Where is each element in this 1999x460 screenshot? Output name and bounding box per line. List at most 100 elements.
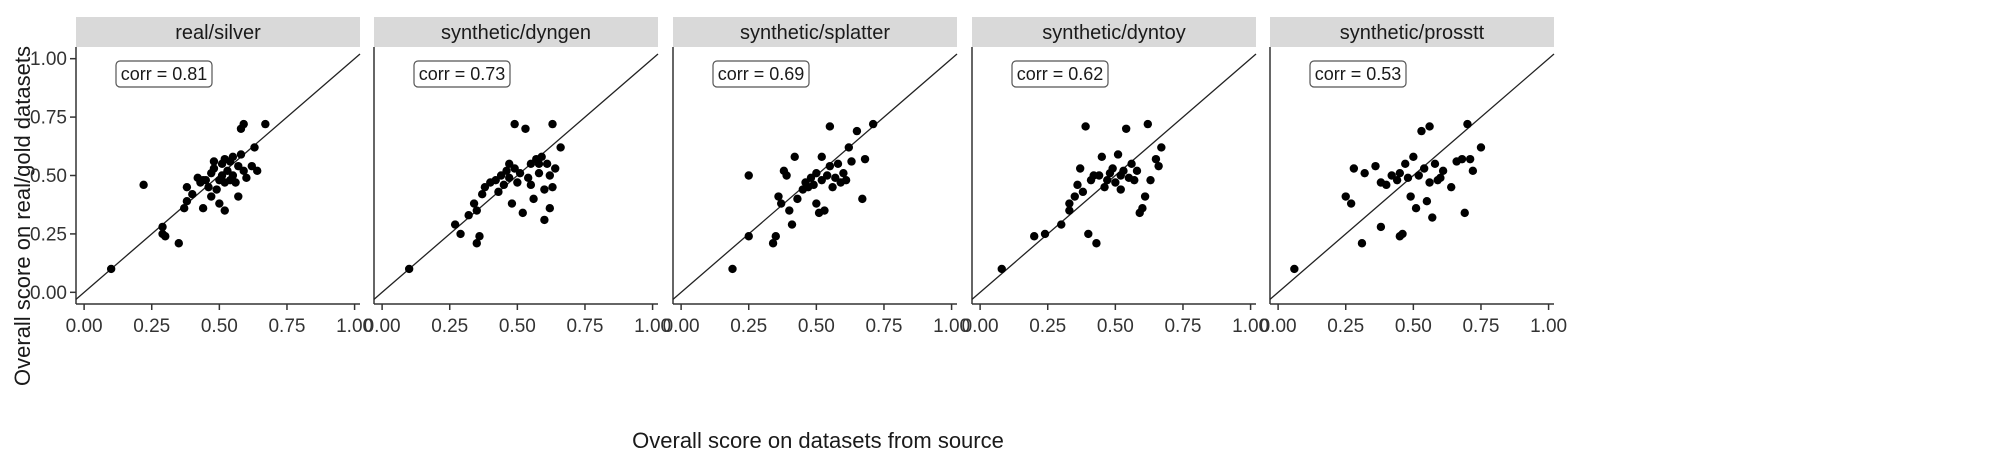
data-point <box>1401 159 1410 169</box>
data-point <box>1119 166 1128 176</box>
data-point <box>1346 199 1356 208</box>
corr-label: corr = 0.53 <box>1315 64 1402 84</box>
panel-5: synthetic/prosstt 0.00 0.25 0.50 0.75 1.00 cor… <box>1260 17 1567 337</box>
data-point <box>106 264 116 274</box>
panel-1: real/silver 0.00 0.25 0.50 0.75 1.00 corr = 0.… <box>66 17 373 337</box>
data-point <box>234 192 243 201</box>
x-tick-label: 0.25 <box>1327 316 1364 337</box>
data-point <box>1436 173 1445 183</box>
data-point <box>1430 159 1440 169</box>
data-point <box>239 166 248 176</box>
data-point <box>188 189 197 199</box>
x-tick-label: 1.00 <box>1232 316 1269 337</box>
data-point <box>534 168 544 178</box>
data-point <box>548 119 557 129</box>
data-point <box>1030 232 1039 241</box>
data-point <box>1409 152 1418 162</box>
data-point <box>161 232 170 241</box>
data-point <box>1097 152 1107 162</box>
x-axis-title: Overall score on datasets from source <box>632 428 1004 453</box>
data-point <box>1108 164 1117 173</box>
corr-label-box <box>1309 60 1407 88</box>
data-point <box>728 264 737 274</box>
data-point <box>139 180 148 190</box>
data-point <box>858 194 867 204</box>
x-tick-label: 0.00 <box>962 316 999 337</box>
x-tick-label: 1.00 <box>336 316 373 337</box>
x-tick-label: 0.25 <box>730 316 767 337</box>
reference-line <box>373 53 659 300</box>
data-point <box>997 264 1006 274</box>
data-point <box>502 166 511 176</box>
data-point <box>507 199 517 208</box>
data-point <box>1422 197 1432 206</box>
data-point <box>518 208 527 218</box>
y-tick-label: 0.25 <box>30 224 67 245</box>
data-point <box>551 164 560 173</box>
data-point <box>1460 208 1469 218</box>
data-point <box>231 178 240 187</box>
x-tick-label: 0.75 <box>1462 316 1499 337</box>
x-tick-label: 0.00 <box>66 316 103 337</box>
x-tick-label: 0.25 <box>1029 316 1066 337</box>
y-tick-label: 0.50 <box>30 166 67 187</box>
data-point <box>1143 119 1153 129</box>
data-point <box>1078 187 1088 197</box>
data-point <box>1116 185 1125 194</box>
data-point <box>1100 182 1109 192</box>
x-tick-label: 0.50 <box>499 316 536 337</box>
panel-strip <box>374 17 658 47</box>
corr-label-box <box>1011 60 1109 88</box>
panels: 0.00 0.25 0.50 0.75 1.00 real/silver 0.00 0.25 0… <box>30 17 1567 337</box>
data-point <box>1417 126 1426 136</box>
data-point <box>1057 220 1066 229</box>
corr-label: corr = 0.73 <box>419 64 506 84</box>
corr-label: corr = 0.69 <box>718 64 805 84</box>
x-tick-label: 0.25 <box>431 316 468 337</box>
data-point <box>207 192 216 201</box>
data-point <box>472 206 481 215</box>
data-point <box>1127 159 1136 169</box>
data-point <box>768 239 778 248</box>
data-point <box>182 182 192 192</box>
data-point <box>477 189 487 199</box>
corr-label-box <box>712 60 810 88</box>
x-tick-label: 0.00 <box>663 316 700 337</box>
data-point <box>833 159 843 169</box>
data-point <box>1349 164 1359 173</box>
data-point <box>521 124 530 133</box>
data-point <box>1360 168 1369 178</box>
data-point <box>158 222 167 232</box>
panel-2: synthetic/dyngen 0.00 0.25 0.50 0.75 1.00 corr… <box>364 17 671 337</box>
data-point <box>494 187 503 197</box>
data-point <box>1075 164 1085 173</box>
data-point <box>537 152 546 162</box>
data-point <box>542 159 552 169</box>
data-point <box>1132 166 1142 176</box>
data-point <box>1084 229 1093 239</box>
data-point <box>1376 222 1386 232</box>
data-point <box>198 204 208 213</box>
x-tick-label: 0.75 <box>268 316 305 337</box>
data-point <box>1463 119 1472 129</box>
reference-line <box>971 53 1257 300</box>
data-point <box>844 143 854 152</box>
data-point <box>785 206 794 215</box>
panel-3: synthetic/splatter 0.00 0.25 0.50 0.75 1.00 co… <box>663 17 970 337</box>
data-point <box>1465 154 1475 164</box>
data-point <box>820 206 829 215</box>
x-tick-label: 0.75 <box>1164 316 1201 337</box>
data-point <box>1468 166 1478 176</box>
data-point <box>510 119 519 129</box>
data-point <box>1070 192 1079 201</box>
data-point <box>1065 206 1074 215</box>
data-point <box>774 192 783 201</box>
x-tick-label: 0.00 <box>364 316 401 337</box>
data-point <box>515 168 525 178</box>
x-tick-label: 1.00 <box>933 316 970 337</box>
y-tick-label: 0.75 <box>30 108 67 129</box>
data-point <box>529 194 538 204</box>
panel-title: synthetic/splatter <box>740 22 890 44</box>
data-point <box>1146 175 1155 185</box>
panel-4: synthetic/dyntoy 0.00 0.25 0.50 0.75 1.00 corr… <box>962 17 1269 337</box>
